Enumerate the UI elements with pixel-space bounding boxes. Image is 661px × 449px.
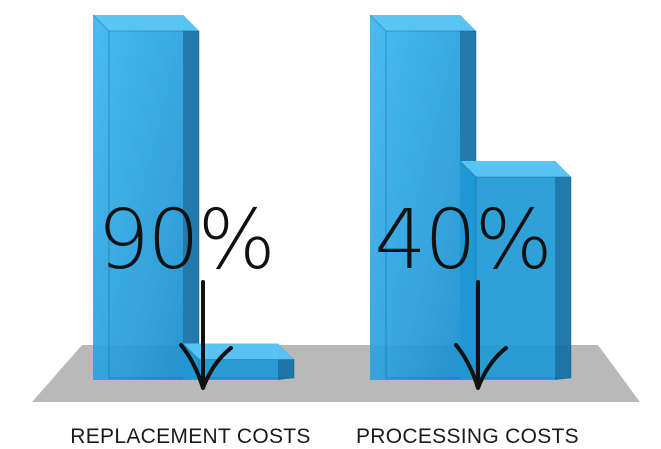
- category-label-1: PROCESSING COSTS: [356, 425, 579, 448]
- bar-0-remaining-edge-diag: [182, 343, 200, 360]
- bar-0-remaining-inner-edge: [198, 358, 295, 379]
- bar-1-remaining-front: [460, 161, 555, 380]
- bar-1-full-top: [370, 15, 476, 31]
- annotation-label-0: 90%: [97, 193, 273, 288]
- bar-1-remaining-top: [460, 161, 571, 177]
- category-label-0: REPLACEMENT COSTS: [70, 425, 310, 448]
- bar-0-full: [92, 14, 200, 380]
- bar-0-remaining-top: [183, 343, 294, 360]
- bar-1-full-edge-diag: [369, 14, 387, 32]
- bar-1-full-front: [370, 15, 460, 380]
- annotation-label-1: 40%: [374, 193, 550, 288]
- annotation-group: REPLACEMENT COSTS 90% PROCESSING COSTS 40%: [70, 193, 579, 448]
- annotation-arrow-1: [454, 280, 508, 390]
- bar-1-remaining-edge-diag: [459, 160, 477, 178]
- bar-1-remaining-side: [555, 161, 571, 380]
- bar-0-full-side: [183, 15, 199, 380]
- bar-1-remaining-inner-edge: [475, 176, 572, 379]
- bar-0-full-inner-edge: [108, 30, 200, 379]
- annotation-arrow-0: [179, 280, 233, 390]
- bar-0-full-front: [93, 15, 183, 380]
- bar-0-full-edge-diag: [92, 14, 110, 32]
- bar-0-full-top: [93, 15, 199, 31]
- bar-1-remaining: [459, 160, 572, 380]
